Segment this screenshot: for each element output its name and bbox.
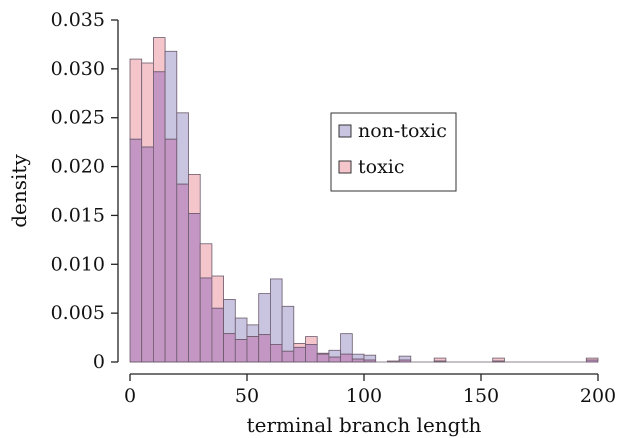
bar-overlap-18	[340, 353, 353, 363]
bar-non-toxic-excess-19	[351, 353, 365, 360]
bar-overlap-13	[281, 350, 295, 363]
y-tick-label-7: 0.035	[51, 9, 105, 31]
bar-overlap-5	[188, 213, 201, 363]
bar-overlap-8	[223, 333, 236, 363]
bar-overlap-15	[305, 344, 318, 363]
x-tick-label-50: 50	[235, 385, 259, 407]
bar-overlap-7	[211, 307, 224, 363]
y-tick-label-5: 0.025	[51, 107, 105, 129]
bar-overlap-1	[141, 146, 154, 363]
y-tick-label-6: 0.030	[51, 58, 105, 80]
bar-non-toxic-excess-3	[164, 50, 178, 140]
legend-label-non-toxic: non-toxic	[358, 120, 447, 142]
bar-toxic-excess-0	[129, 58, 143, 140]
y-tick-label-1: 0.005	[51, 302, 105, 324]
bar-toxic-excess-6	[199, 243, 213, 279]
y-tick-label-2: 0.010	[51, 253, 105, 275]
bar-toxic-excess-2	[152, 37, 166, 73]
bar-toxic-excess-31	[492, 357, 505, 362]
bar-non-toxic-excess-12	[269, 278, 283, 345]
bar-overlap-3	[164, 138, 178, 363]
legend-swatch-toxic	[338, 160, 352, 174]
bar-overlap-9	[234, 339, 248, 363]
bar-non-toxic-excess-23	[398, 355, 412, 361]
bar-overlap-14	[293, 346, 306, 363]
x-tick-label-0: 0	[124, 385, 136, 407]
bar-non-toxic-excess-18	[340, 333, 353, 355]
bar-non-toxic-excess-4	[176, 112, 189, 185]
bar-non-toxic-excess-13	[281, 305, 295, 352]
bar-overlap-19	[351, 358, 365, 363]
bar-non-toxic-excess-11	[258, 293, 271, 336]
bar-non-toxic-excess-9	[234, 317, 248, 340]
bar-overlap-11	[258, 334, 271, 363]
x-tick-label-100: 100	[346, 385, 382, 407]
bar-overlap-17	[328, 356, 341, 363]
legend-box	[330, 112, 457, 192]
bar-overlap-6	[199, 277, 213, 363]
bar-overlap-2	[152, 71, 166, 363]
bar-non-toxic-excess-17	[328, 349, 341, 358]
bar-overlap-4	[176, 183, 189, 363]
y-ticks-group: 0 0.005 0.010 0.015 0.020 0.025 0.030 0.035	[51, 9, 118, 373]
x-tick-label-150: 150	[463, 385, 499, 407]
bar-non-toxic-excess-20	[363, 354, 377, 361]
legend: non-toxic toxic	[330, 112, 457, 192]
bar-overlap-0	[129, 138, 143, 363]
y-tick-label-4: 0.020	[51, 156, 105, 178]
bar-non-toxic-excess-10	[246, 324, 260, 337]
y-axis-label: density	[7, 154, 31, 228]
bar-toxic-excess-14	[293, 343, 306, 348]
bars-group	[129, 37, 599, 363]
bar-toxic-excess-7	[211, 275, 224, 309]
legend-label-toxic: toxic	[358, 156, 405, 178]
bar-non-toxic-excess-8	[223, 299, 236, 335]
y-tick-label-3: 0.015	[51, 204, 105, 226]
bar-toxic-excess-26	[433, 357, 447, 362]
bar-toxic-excess-5	[188, 173, 201, 214]
legend-swatch-non-toxic	[338, 124, 352, 138]
x-tick-label-200: 200	[580, 385, 616, 407]
bar-overlap-10	[246, 336, 260, 363]
x-ticks-group: 0 50 100 150 200	[124, 374, 616, 407]
bar-overlap-16	[316, 353, 330, 363]
y-tick-label-0: 0	[93, 351, 105, 373]
bar-toxic-excess-15	[305, 336, 318, 345]
bar-toxic-excess-1	[141, 62, 154, 148]
x-axis-label: terminal branch length	[247, 413, 482, 437]
bar-overlap-12	[269, 344, 283, 363]
